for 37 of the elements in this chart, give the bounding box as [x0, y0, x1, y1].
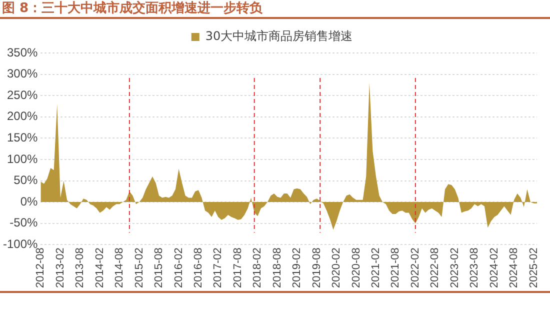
x-tick-label: 2014-08 — [114, 248, 126, 288]
x-tick-label: 2012-08 — [34, 248, 47, 288]
y-tick-label: 350% — [6, 45, 38, 60]
x-tick-label: 2025-02 — [528, 248, 540, 288]
x-tick-label: 2023-02 — [448, 248, 461, 288]
x-tick-label: 2016-02 — [172, 248, 185, 288]
x-tick-label: 2023-08 — [468, 248, 481, 288]
x-tick-label: 2022-02 — [409, 248, 422, 288]
x-tick-label: 2019-08 — [310, 248, 323, 288]
y-tick-label: 200% — [6, 109, 38, 124]
x-tick-label: 2021-08 — [390, 248, 402, 288]
x-tick-label: 2019-02 — [291, 248, 304, 288]
y-tick-label: -50% — [10, 216, 38, 230]
y-tick-label: 50% — [14, 173, 38, 188]
x-tick-label: 2013-08 — [74, 248, 86, 288]
x-tick-label: 2024-02 — [488, 248, 500, 288]
y-tick-label: 300% — [6, 66, 38, 81]
x-tick-label: 2024-08 — [508, 248, 520, 288]
x-tick-label: 2020-02 — [330, 248, 343, 288]
y-tick-label: 150% — [6, 130, 38, 144]
y-tick-label: 100% — [6, 152, 38, 166]
y-tick-label: 0% — [20, 194, 38, 208]
x-tick-label: 2016-08 — [192, 248, 204, 288]
x-tick-label: 2018-02 — [252, 248, 264, 288]
x-tick-label: 2015-02 — [133, 248, 146, 288]
x-tick-label: 2018-08 — [271, 248, 284, 288]
chart-title: 图 8：三十大中城市成交面积增速进一步转负 — [0, 0, 550, 19]
x-tick-label: 2017-02 — [212, 248, 224, 288]
x-tick-label: 2021-02 — [370, 248, 382, 288]
y-tick-label: 250% — [6, 88, 38, 102]
x-tick-label: 2014-02 — [94, 248, 106, 288]
x-tick-label: 2013-02 — [54, 248, 66, 288]
x-tick-label: 2017-08 — [232, 248, 244, 288]
x-tick-label: 2022-08 — [429, 248, 442, 288]
x-tick-label: 2020-08 — [350, 248, 362, 288]
legend-label: 30大中城市商品房销售增速 — [205, 29, 353, 44]
x-tick-label: 2015-08 — [153, 248, 166, 288]
